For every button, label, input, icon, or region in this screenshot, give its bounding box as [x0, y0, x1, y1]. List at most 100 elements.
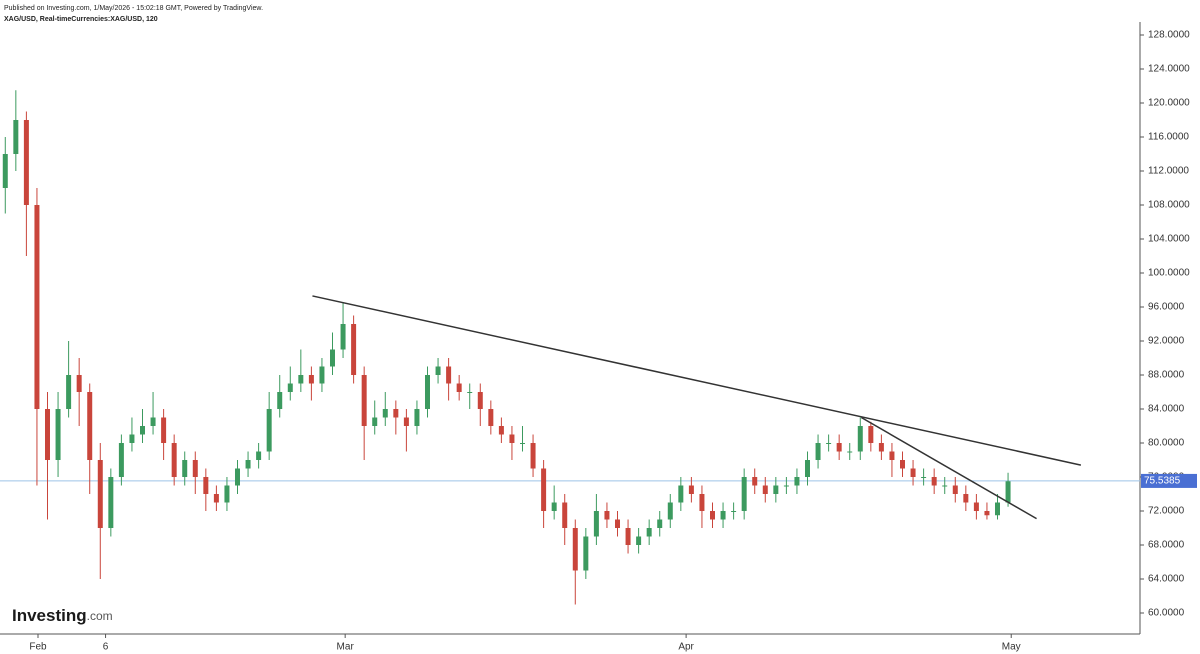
candle-body — [372, 417, 378, 426]
candle-body — [456, 383, 462, 392]
candle-body — [794, 477, 800, 486]
last-price-box — [1141, 473, 1197, 488]
candle-body — [520, 443, 525, 444]
candle-body — [488, 409, 494, 426]
y-tick-label: 112.0000 — [1148, 166, 1189, 177]
candle-body — [615, 519, 620, 528]
logo-brand: Investing — [12, 606, 87, 625]
candle-body — [815, 443, 821, 460]
x-tick-label: May — [1002, 642, 1021, 653]
candle-body — [762, 485, 768, 494]
candle-body — [182, 460, 188, 477]
y-tick-label: 60.0000 — [1148, 608, 1185, 619]
candle-body — [192, 460, 198, 477]
candle-body — [213, 494, 219, 503]
candle-body — [287, 383, 293, 392]
candle-body — [319, 366, 325, 384]
published-note: Published on Investing.com, 1/May/2026 -… — [4, 5, 263, 12]
candle-body — [76, 375, 82, 392]
candle-body — [435, 366, 441, 375]
candle-body — [498, 426, 504, 435]
candle-body — [826, 443, 832, 444]
candle-body — [2, 154, 8, 188]
candle-body — [657, 519, 663, 528]
candle-body — [942, 485, 948, 487]
candle-body — [330, 349, 335, 367]
candle-body — [984, 511, 990, 516]
y-tick-label: 100.0000 — [1148, 268, 1190, 279]
candle-body — [636, 536, 642, 545]
x-tick-label: Apr — [678, 642, 694, 653]
candle-body — [13, 120, 19, 154]
y-tick-label: 124.0000 — [1148, 64, 1190, 75]
y-tick-label: 104.0000 — [1148, 234, 1190, 245]
last-price-label: 75.5385 — [1144, 476, 1181, 487]
candle-body — [382, 409, 388, 418]
candle-body — [752, 477, 758, 486]
y-tick-label: 88.0000 — [1148, 370, 1185, 381]
candle-body — [425, 375, 430, 409]
y-tick-label: 96.0000 — [1148, 302, 1185, 313]
candle-body — [593, 511, 599, 537]
candle-body — [720, 511, 726, 520]
candle-body — [23, 120, 29, 205]
candle-body — [414, 409, 420, 426]
candle-body — [921, 477, 927, 478]
y-tick-label: 64.0000 — [1148, 574, 1185, 585]
candle-body — [235, 468, 240, 486]
candle-body — [171, 443, 177, 477]
trendline — [312, 295, 1082, 466]
candle-body — [150, 417, 156, 426]
candle-body — [129, 434, 135, 443]
logo-suffix: .com — [87, 609, 113, 623]
candle-body — [541, 468, 547, 511]
candle-body — [900, 460, 905, 469]
y-tick-label: 68.0000 — [1148, 540, 1185, 551]
candle-body — [245, 460, 251, 469]
candle-body — [963, 494, 969, 503]
candle-body — [836, 443, 842, 452]
logo: Investing.com — [12, 606, 113, 625]
candle-body — [773, 485, 779, 494]
candle-body — [477, 392, 483, 409]
candle-body — [140, 426, 145, 435]
y-tick-label: 80.0000 — [1148, 438, 1185, 449]
candle-body — [868, 426, 874, 443]
candle-body — [741, 477, 747, 511]
candle-body — [55, 409, 61, 460]
candle-body — [1005, 481, 1011, 503]
candle-body — [34, 205, 40, 409]
candle-body — [277, 392, 283, 409]
x-tick-label: Mar — [337, 642, 355, 653]
candle-body — [995, 502, 1000, 516]
candle-body — [66, 375, 72, 409]
candle-body — [87, 392, 93, 460]
candle-body — [604, 511, 610, 520]
candle-body — [161, 417, 167, 443]
x-tick-label: 6 — [103, 642, 109, 653]
candle-body — [667, 502, 673, 520]
candle-body — [931, 477, 937, 486]
candle-body — [783, 485, 789, 487]
candle-body — [298, 375, 304, 384]
candle-body — [688, 485, 694, 494]
candle-body — [467, 392, 473, 393]
candle-body — [678, 485, 684, 503]
candle-body — [509, 434, 515, 443]
candle-body — [551, 502, 557, 511]
candle-body — [857, 426, 863, 452]
symbol-label: XAG/USD, Real-timeCurrencies:XAG/USD, 12… — [4, 16, 158, 23]
candle-body — [572, 528, 578, 571]
candle-body — [973, 502, 979, 511]
y-tick-label: 84.0000 — [1148, 404, 1185, 415]
candle-body — [446, 366, 452, 384]
y-tick-label: 92.0000 — [1148, 336, 1185, 347]
candle-body — [583, 536, 589, 571]
candle-body — [266, 409, 272, 452]
candle-body — [118, 443, 124, 477]
candle-body — [889, 451, 895, 460]
candle-body — [878, 443, 884, 452]
candle-body — [562, 502, 568, 528]
candle-body — [530, 443, 536, 469]
candle-body — [731, 511, 737, 512]
